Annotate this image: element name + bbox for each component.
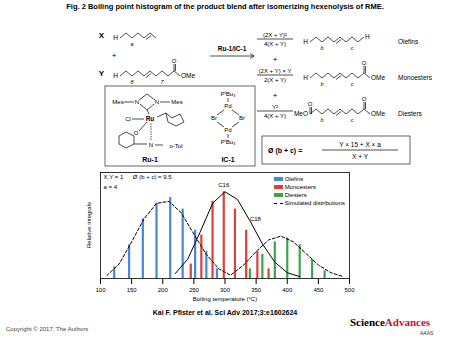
svg-text:OMe: OMe xyxy=(181,72,195,79)
svg-text:7: 7 xyxy=(160,79,164,85)
svg-text:H: H xyxy=(113,72,118,79)
svg-text:C18: C18 xyxy=(250,216,262,222)
svg-text:Y: Y xyxy=(99,69,105,78)
svg-text:H: H xyxy=(365,33,370,40)
svg-text:O: O xyxy=(362,96,367,102)
svg-text:(2X + Y)²: (2X + Y)² xyxy=(263,32,287,38)
svg-text:H: H xyxy=(113,34,118,41)
svg-text:(2X + Y) × Y: (2X + Y) × Y xyxy=(259,68,292,74)
svg-text:OMe: OMe xyxy=(371,74,385,81)
svg-text:150: 150 xyxy=(127,287,138,293)
svg-text:300: 300 xyxy=(220,287,231,293)
html-text:Relative integrals: Relative integrals xyxy=(86,202,92,248)
svg-text:O: O xyxy=(308,101,313,107)
svg-text:PᵗBu₃: PᵗBu₃ xyxy=(220,139,236,145)
svg-text:Ru-1: Ru-1 xyxy=(142,156,158,163)
html-text:Fig. 2 Boiling point histogram: Fig. 2 Boiling point histogram of the pr… xyxy=(66,2,384,11)
svg-text:b: b xyxy=(320,117,323,123)
svg-text:500: 500 xyxy=(344,287,355,293)
svg-text:O: O xyxy=(362,60,367,66)
svg-text:Ru-1/IC-1: Ru-1/IC-1 xyxy=(218,45,247,52)
svg-text:C16: C16 xyxy=(218,182,230,188)
svg-text:a: a xyxy=(130,41,133,47)
svg-text:+: + xyxy=(273,91,278,100)
svg-text:Pd: Pd xyxy=(224,127,231,133)
svg-text:400: 400 xyxy=(282,287,293,293)
svg-text:c: c xyxy=(351,81,354,87)
svg-text:Ø (b + c) = 9.5: Ø (b + c) = 9.5 xyxy=(133,174,172,180)
svg-text:o-Tol: o-Tol xyxy=(169,143,182,149)
svg-text:H: H xyxy=(303,38,308,45)
svg-text:X,Y = 1: X,Y = 1 xyxy=(104,174,124,180)
svg-text:X + Y: X + Y xyxy=(352,153,369,160)
svg-text:Ru: Ru xyxy=(146,115,155,122)
svg-text:Br: Br xyxy=(239,115,245,121)
svg-text:Boiling temperature (°C): Boiling temperature (°C) xyxy=(193,296,257,302)
svg-text:O: O xyxy=(134,130,139,136)
svg-text:2(X + Y): 2(X + Y) xyxy=(264,77,286,83)
svg-text:Olefins: Olefins xyxy=(398,38,419,45)
html-text:Monoesters: Monoesters xyxy=(284,184,316,190)
svg-text:MeO: MeO xyxy=(294,110,308,117)
svg-text:c: c xyxy=(351,117,354,123)
html-text:Diesters: Diesters xyxy=(284,192,307,198)
html-text:AAAS: AAAS xyxy=(420,330,434,336)
svg-text:Ø (b + c) =: Ø (b + c) = xyxy=(268,147,302,155)
svg-text:Mes: Mes xyxy=(171,99,182,105)
html-text:Olefins: Olefins xyxy=(284,176,304,182)
svg-text:N: N xyxy=(149,142,153,148)
svg-text:b: b xyxy=(320,45,323,51)
svg-text:a = 4: a = 4 xyxy=(104,184,118,190)
svg-text:Cl: Cl xyxy=(125,116,131,122)
svg-text:H: H xyxy=(303,74,308,81)
svg-text:b: b xyxy=(320,81,323,87)
html-text:Kai F. Pfister et al. Sci Adv: Kai F. Pfister et al. Sci Adv 2017;3:e16… xyxy=(152,309,298,316)
svg-text:PᵗBu₃: PᵗBu₃ xyxy=(220,91,236,97)
svg-text:N: N xyxy=(155,99,159,105)
svg-text:c: c xyxy=(351,45,354,51)
svg-text:Br: Br xyxy=(211,115,217,121)
svg-text:+: + xyxy=(273,55,278,64)
svg-text:8: 8 xyxy=(130,79,134,85)
svg-text:O: O xyxy=(172,58,177,64)
svg-text:450: 450 xyxy=(313,287,324,293)
svg-text:X: X xyxy=(99,31,105,40)
svg-text:100: 100 xyxy=(95,287,106,293)
svg-text:Pd: Pd xyxy=(224,103,231,109)
svg-text:250: 250 xyxy=(189,287,200,293)
svg-text:OMe: OMe xyxy=(371,110,385,117)
svg-text:4(X + Y): 4(X + Y) xyxy=(264,41,286,47)
svg-text:N: N xyxy=(135,99,139,105)
svg-text:IC-1: IC-1 xyxy=(221,156,234,163)
html-text:Copyright © 2017, The Authors: Copyright © 2017, The Authors xyxy=(6,326,89,332)
html-text:Science Advances: Science Advances xyxy=(350,316,431,328)
svg-text:Mes: Mes xyxy=(112,99,123,105)
html-text:Simulated distributions: Simulated distributions xyxy=(284,200,345,206)
svg-text:+: + xyxy=(112,51,117,60)
svg-text:Monoesters: Monoesters xyxy=(398,74,433,81)
svg-text:Y × 15 + X × a: Y × 15 + X × a xyxy=(339,141,381,148)
svg-text:Y²: Y² xyxy=(272,104,278,110)
svg-text:200: 200 xyxy=(158,287,169,293)
svg-text:4(X + Y): 4(X + Y) xyxy=(264,113,286,119)
svg-text:Diesters: Diesters xyxy=(398,110,423,117)
svg-text:350: 350 xyxy=(251,287,262,293)
